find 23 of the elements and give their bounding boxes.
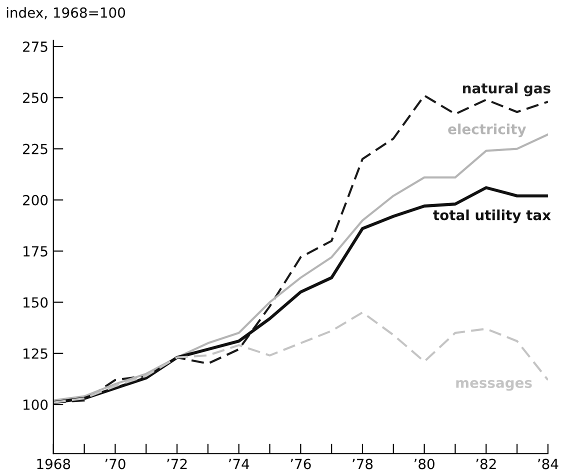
x-tick-label: ’82 <box>476 458 496 470</box>
y-tick-label: 100 <box>24 399 48 410</box>
y-tick-label: 125 <box>24 348 48 359</box>
x-tick-label: ’72 <box>167 458 187 470</box>
line-series <box>53 311 548 404</box>
x-tick-label: ’76 <box>290 458 311 470</box>
y-tick-label: 225 <box>23 144 48 154</box>
series-label: natural gas <box>463 82 550 96</box>
x-tick-label: ’70 <box>105 458 126 470</box>
y-axis-title: index, 1968=100 <box>6 7 126 20</box>
x-tick-label: ’80 <box>414 458 434 470</box>
x-tick-label: 1968 <box>37 458 70 470</box>
series-label: messages <box>456 380 532 391</box>
x-tick-label: ’84 <box>538 458 558 470</box>
x-tick-label: ’74 <box>229 458 250 470</box>
y-tick-label: 275 <box>23 41 48 52</box>
series-label: total utility tax <box>433 210 551 224</box>
y-tick-label: 200 <box>23 194 48 206</box>
x-tick-label: ’78 <box>352 458 373 470</box>
y-tick-label: 175 <box>24 246 48 257</box>
y-tick-label: 250 <box>23 92 48 104</box>
series-label: electricity <box>448 124 526 138</box>
y-tick-label: 150 <box>24 297 48 308</box>
